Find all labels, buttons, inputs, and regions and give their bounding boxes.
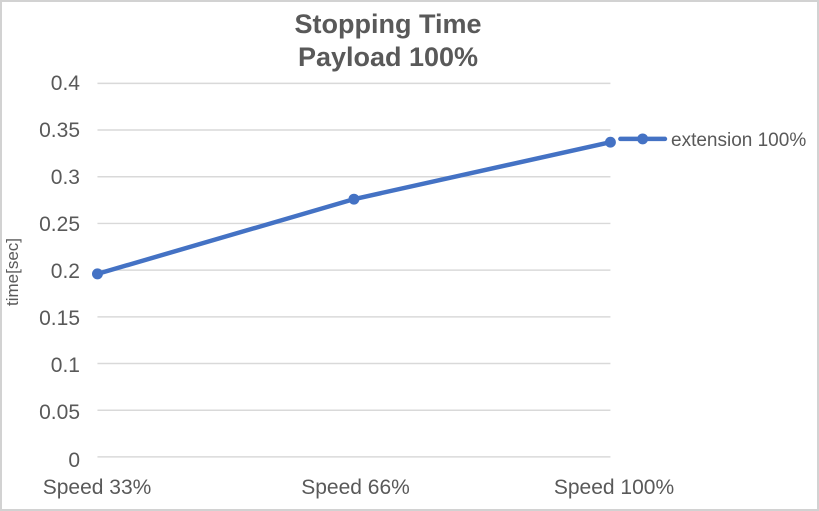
y-tick-label: 0.4 bbox=[50, 72, 80, 95]
chart-subtitle: Payload 100% bbox=[297, 42, 479, 72]
y-tick-label: 0.3 bbox=[50, 166, 80, 190]
y-tick-label: 0.2 bbox=[50, 260, 80, 284]
y-tick-label: 0 bbox=[68, 448, 80, 472]
chart-title-block: Stopping Time Payload 100% bbox=[138, 8, 638, 74]
series-line bbox=[95, 139, 613, 277]
chart-title: Stopping Time bbox=[294, 9, 482, 39]
y-tick-label: 0.15 bbox=[39, 307, 80, 331]
y-tick-label: 0.35 bbox=[39, 119, 80, 143]
legend-label: extension 100% bbox=[671, 130, 807, 151]
y-tick-label: 0.05 bbox=[39, 401, 80, 425]
legend-marker-dot bbox=[637, 133, 649, 145]
data-point-marker bbox=[604, 136, 616, 148]
x-category-label: Speed 66% bbox=[301, 476, 410, 499]
x-category-label: Speed 33% bbox=[42, 476, 152, 499]
data-point-marker bbox=[92, 268, 103, 280]
y-tick-label: 0.25 bbox=[39, 213, 80, 237]
data-point-marker bbox=[348, 193, 360, 205]
y-tick-label: 0.1 bbox=[50, 354, 80, 378]
gridlines bbox=[97, 82, 611, 458]
series-group bbox=[92, 136, 616, 280]
legend-marker bbox=[618, 133, 668, 145]
x-category-label: Speed 100% bbox=[553, 476, 675, 499]
